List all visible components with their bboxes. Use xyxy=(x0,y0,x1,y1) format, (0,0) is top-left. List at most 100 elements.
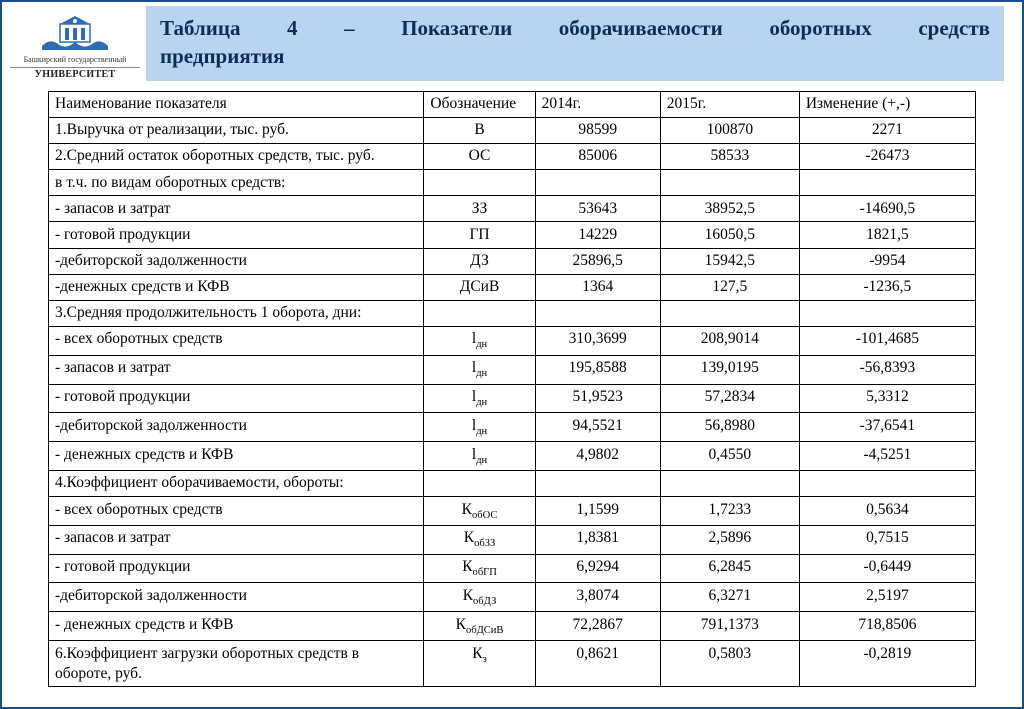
title-line2: предприятия xyxy=(160,42,990,70)
cell-2015: 0,4550 xyxy=(660,442,799,471)
cell-change: -56,8393 xyxy=(799,355,975,384)
cell-symbol: lдн xyxy=(424,413,535,442)
cell-2015: 0,5803 xyxy=(660,641,799,687)
cell-change: 2271 xyxy=(799,117,975,143)
cell-change: -101,4685 xyxy=(799,326,975,355)
cell-symbol: КобЗЗ xyxy=(424,525,535,554)
cell-2014: 0,8621 xyxy=(535,641,660,687)
cell-2014: 6,9294 xyxy=(535,554,660,583)
cell-change xyxy=(799,470,975,496)
cell-2015: 38952,5 xyxy=(660,196,799,222)
logo-university: УНИВЕРСИТЕТ xyxy=(10,67,140,80)
table-row: в т.ч. по видам оборотных средств: xyxy=(49,170,976,196)
cell-name: - готовой продукции xyxy=(49,222,424,248)
cell-name: - всех оборотных средств xyxy=(49,497,424,526)
cell-2015 xyxy=(660,470,799,496)
turnover-table: Наименование показателя Обозначение 2014… xyxy=(48,91,976,688)
cell-change: -4,5251 xyxy=(799,442,975,471)
table-row: -денежных средств и КФВДСиВ1364127,5-123… xyxy=(49,274,976,300)
cell-change: 718,8506 xyxy=(799,612,975,641)
title-word: оборачиваемости xyxy=(559,14,723,42)
cell-symbol: ДЗ xyxy=(424,248,535,274)
cell-2014: 1364 xyxy=(535,274,660,300)
table-header-row: Наименование показателя Обозначение 2014… xyxy=(49,91,976,117)
cell-change: -37,6541 xyxy=(799,413,975,442)
cell-name: -дебиторской задолженности xyxy=(49,248,424,274)
cell-2015: 1,7233 xyxy=(660,497,799,526)
cell-name: в т.ч. по видам оборотных средств: xyxy=(49,170,424,196)
cell-2015 xyxy=(660,170,799,196)
cell-2015: 127,5 xyxy=(660,274,799,300)
cell-symbol xyxy=(424,300,535,326)
cell-change: -0,6449 xyxy=(799,554,975,583)
cell-2015: 139,0195 xyxy=(660,355,799,384)
cell-name: -дебиторской задолженности xyxy=(49,583,424,612)
table-row: - денежных средств и КФВlдн4,98020,4550-… xyxy=(49,442,976,471)
table-row: 6.Коэффициент загрузки оборотных средств… xyxy=(49,641,976,687)
table-row: - запасов и затратlдн195,8588139,0195-56… xyxy=(49,355,976,384)
cell-name: - запасов и затрат xyxy=(49,525,424,554)
header: Башкирский государственный УНИВЕРСИТЕТ Т… xyxy=(2,2,1022,81)
cell-2015: 2,5896 xyxy=(660,525,799,554)
cell-symbol: lдн xyxy=(424,355,535,384)
cell-change: 2,5197 xyxy=(799,583,975,612)
col-header-2014: 2014г. xyxy=(535,91,660,117)
cell-2014: 94,5521 xyxy=(535,413,660,442)
cell-2014: 25896,5 xyxy=(535,248,660,274)
cell-2014 xyxy=(535,470,660,496)
cell-change: -14690,5 xyxy=(799,196,975,222)
title-word: Показатели xyxy=(401,14,512,42)
cell-name: - всех оборотных средств xyxy=(49,326,424,355)
cell-name: 4.Коэффициент оборачиваемости, обороты: xyxy=(49,470,424,496)
table-row: - денежных средств и КФВКобДСиВ72,286779… xyxy=(49,612,976,641)
cell-symbol: lдн xyxy=(424,326,535,355)
col-header-symbol: Обозначение xyxy=(424,91,535,117)
cell-2015: 791,1373 xyxy=(660,612,799,641)
cell-name: -денежных средств и КФВ xyxy=(49,274,424,300)
cell-symbol: Кз xyxy=(424,641,535,687)
cell-symbol xyxy=(424,470,535,496)
cell-2014: 98599 xyxy=(535,117,660,143)
cell-2014: 85006 xyxy=(535,143,660,169)
cell-2015: 15942,5 xyxy=(660,248,799,274)
cell-2015: 57,2834 xyxy=(660,384,799,413)
university-logo-icon xyxy=(40,12,110,54)
content-area: Наименование показателя Обозначение 2014… xyxy=(2,81,1022,688)
cell-symbol: КобГП xyxy=(424,554,535,583)
cell-symbol: lдн xyxy=(424,384,535,413)
cell-name: 2.Средний остаток оборотных средств, тыс… xyxy=(49,143,424,169)
cell-change: 0,7515 xyxy=(799,525,975,554)
title-word: – xyxy=(344,14,355,42)
cell-name: -дебиторской задолженности xyxy=(49,413,424,442)
cell-symbol: ОС xyxy=(424,143,535,169)
cell-change xyxy=(799,300,975,326)
university-logo-block: Башкирский государственный УНИВЕРСИТЕТ xyxy=(10,6,140,80)
cell-symbol: КобОС xyxy=(424,497,535,526)
cell-name: 3.Средняя продолжительность 1 оборота, д… xyxy=(49,300,424,326)
cell-2015: 56,8980 xyxy=(660,413,799,442)
table-row: 4.Коэффициент оборачиваемости, обороты: xyxy=(49,470,976,496)
cell-name: - запасов и затрат xyxy=(49,355,424,384)
table-body: 1.Выручка от реализации, тыс. руб.В98599… xyxy=(49,117,976,687)
cell-symbol: В xyxy=(424,117,535,143)
cell-2014 xyxy=(535,300,660,326)
cell-name: - денежных средств и КФВ xyxy=(49,442,424,471)
cell-2014: 72,2867 xyxy=(535,612,660,641)
cell-2014: 3,8074 xyxy=(535,583,660,612)
cell-change: -9954 xyxy=(799,248,975,274)
cell-2015 xyxy=(660,300,799,326)
cell-2014: 1,1599 xyxy=(535,497,660,526)
table-row: - запасов и затратКобЗЗ1,83812,58960,751… xyxy=(49,525,976,554)
cell-2014: 53643 xyxy=(535,196,660,222)
slide-title: Таблица 4 – Показатели оборачиваемости о… xyxy=(146,6,1004,81)
cell-change xyxy=(799,170,975,196)
table-row: -дебиторской задолженностиДЗ25896,515942… xyxy=(49,248,976,274)
cell-2015: 6,2845 xyxy=(660,554,799,583)
cell-symbol: ДСиВ xyxy=(424,274,535,300)
cell-symbol: КобДЗ xyxy=(424,583,535,612)
cell-symbol: ГП xyxy=(424,222,535,248)
table-row: - запасов и затратЗЗ5364338952,5-14690,5 xyxy=(49,196,976,222)
table-row: 1.Выручка от реализации, тыс. руб.В98599… xyxy=(49,117,976,143)
cell-name: 6.Коэффициент загрузки оборотных средств… xyxy=(49,641,424,687)
cell-2015: 6,3271 xyxy=(660,583,799,612)
